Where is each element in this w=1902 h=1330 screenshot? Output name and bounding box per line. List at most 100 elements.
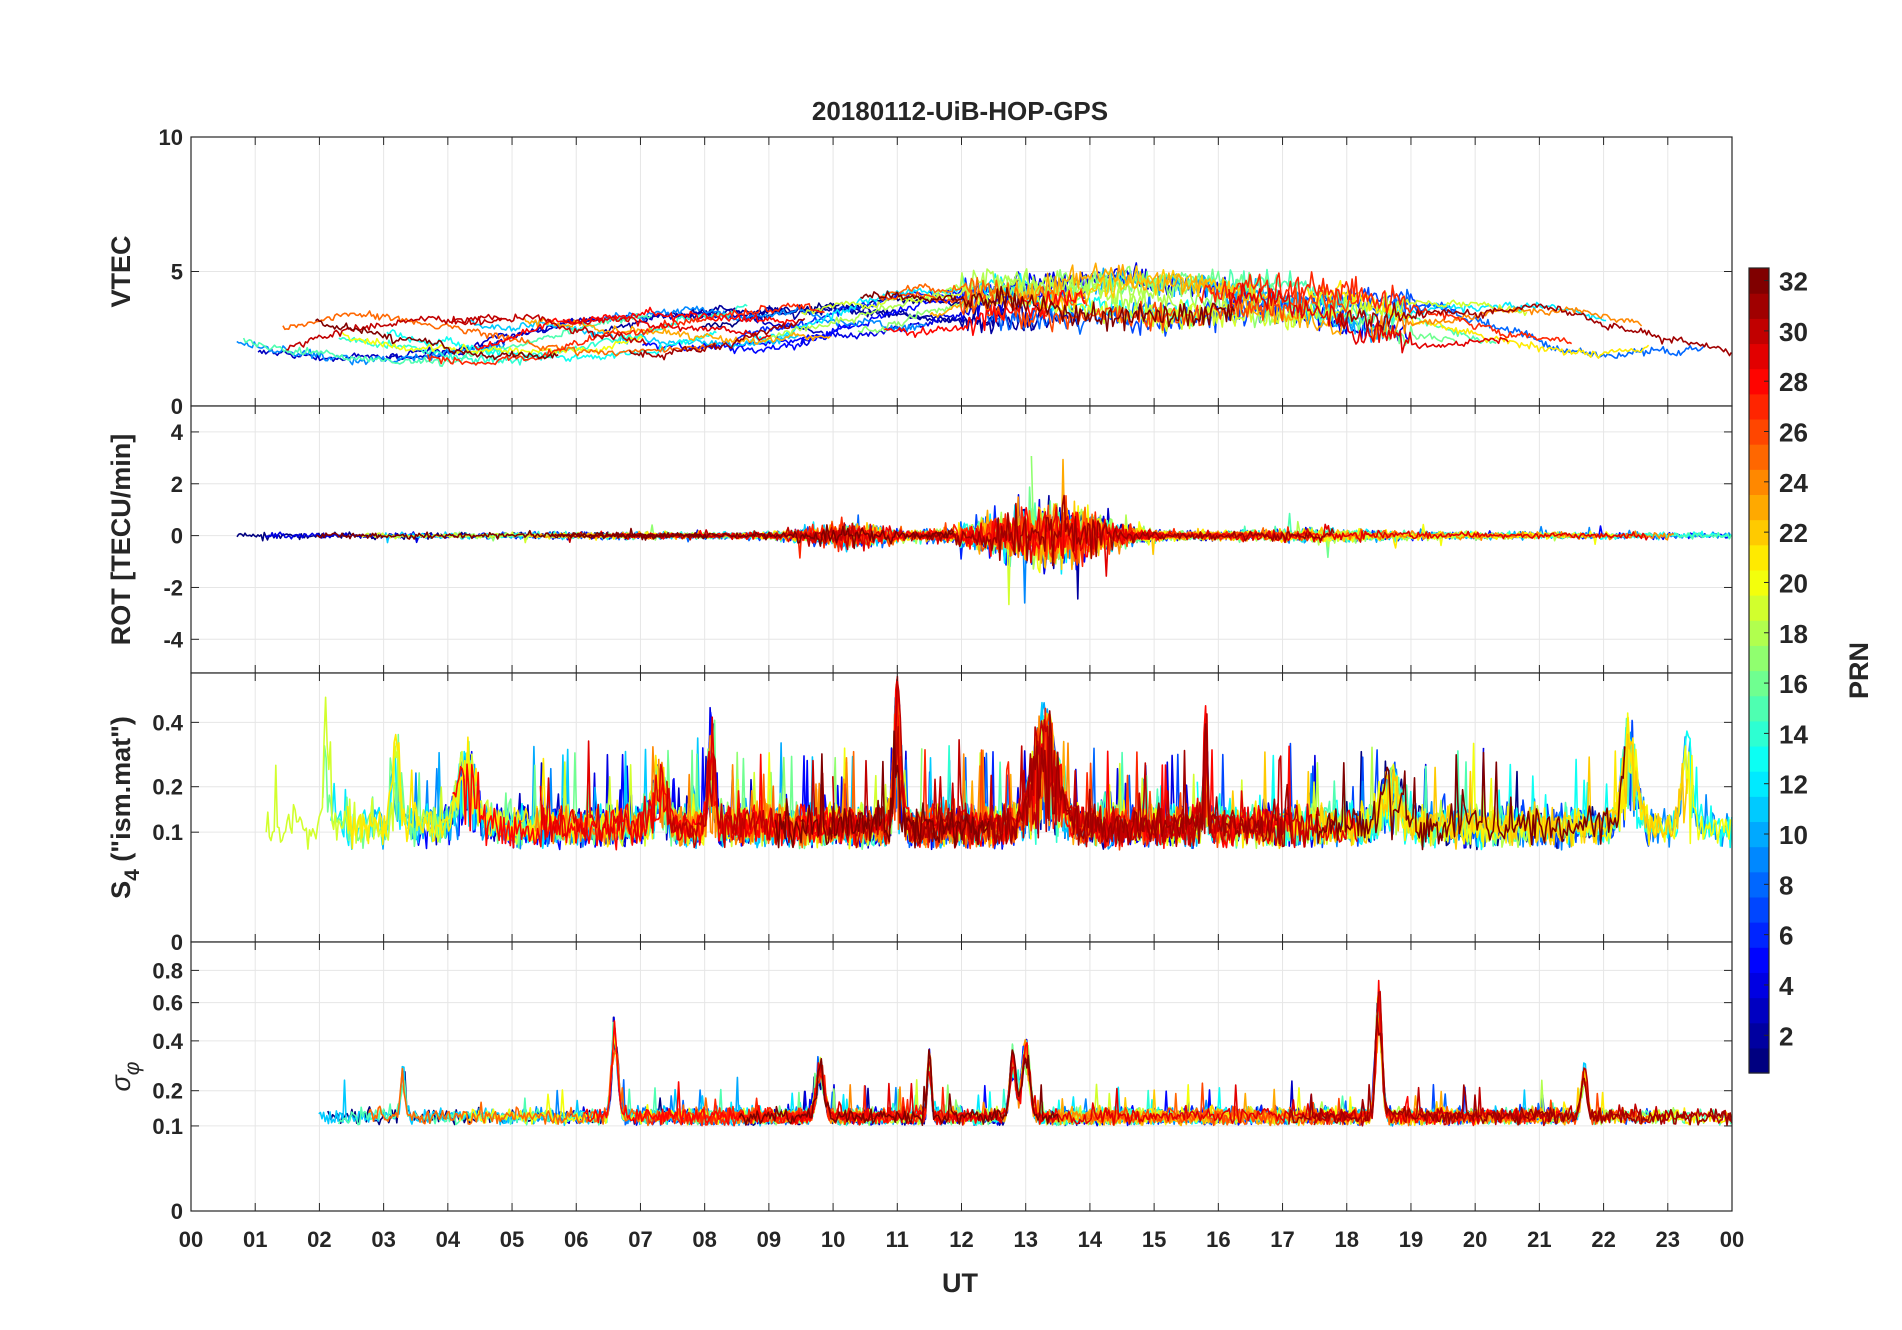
panel-vtec-ytick-label: 5: [171, 260, 183, 285]
panel-vtec-ytick-label: 0: [171, 394, 183, 419]
colorbar-segment: [1749, 871, 1769, 898]
panel-sigma: 0 0.1 0.2 0.4 0.6 0.8 σφ: [106, 941, 1733, 1224]
x-tick-label: 01: [243, 1227, 267, 1252]
colorbar-tick-label: 32: [1779, 267, 1808, 297]
panel-sigma-ytick-label: 0.1: [152, 1114, 183, 1139]
trace-prn-28: [474, 306, 798, 351]
panel-s4-ylabel-rest: ("ism.mat"): [106, 716, 136, 869]
panel-sigma-traces: [318, 979, 1733, 1127]
trace-prn-26: [1152, 287, 1358, 332]
colorbar-segment: [1749, 393, 1769, 420]
x-tick-label: 06: [564, 1227, 588, 1252]
colorbar-label: PRN: [1844, 642, 1874, 699]
x-tick-label: 10: [821, 1227, 845, 1252]
panel-rot-ylabel: ROT [TECU/min]: [106, 434, 136, 645]
colorbar-tick-label: 26: [1779, 418, 1808, 448]
x-tick-label: 23: [1656, 1227, 1680, 1252]
panel-rot-ytick-label: 2: [171, 472, 183, 497]
panel-sigma-ylabel: σφ: [106, 1061, 144, 1091]
x-tick-label: 11: [886, 1227, 909, 1252]
panel-rot-ytick-label: 4: [171, 420, 184, 445]
x-tick-label: 13: [1013, 1227, 1037, 1252]
colorbar-tick-label: 22: [1779, 518, 1808, 548]
panel-rot: -4 -2 0 2 4 ROT [TECU/min]: [106, 405, 1733, 674]
trace-prn-27: [1199, 271, 1573, 345]
colorbar-segment: [1749, 997, 1769, 1024]
x-tick-label: 12: [949, 1227, 973, 1252]
panel-s4-ytick-label: 0: [171, 930, 183, 955]
colorbar-tick-label: 16: [1779, 669, 1808, 699]
colorbar-segment: [1749, 821, 1769, 848]
colorbar-tick-label: 12: [1779, 770, 1808, 800]
panel-s4-ytick-label: 0.2: [152, 775, 183, 800]
colorbar-segment: [1749, 595, 1769, 621]
panel-s4: 0 0.1 0.2 0.4 S4 ("ism.mat"): [106, 672, 1733, 955]
x-axis-label: UT: [942, 1268, 978, 1298]
trace-prn-31: [1288, 1014, 1733, 1126]
panel-s4-traces: [265, 675, 1733, 851]
x-tick-label: 04: [436, 1227, 461, 1252]
colorbar-tick-label: 24: [1779, 468, 1808, 498]
colorbar-tick-label: 20: [1779, 568, 1808, 598]
colorbar-segment: [1749, 444, 1769, 470]
panel-vtec-traces: [236, 262, 1733, 368]
x-tick-label: 18: [1335, 1227, 1359, 1252]
x-tick-label: 15: [1142, 1227, 1166, 1252]
x-tick-label: 08: [692, 1227, 716, 1252]
colorbar-segment: [1749, 1022, 1769, 1049]
panel-s4-ytick-label: 0.4: [152, 710, 183, 735]
colorbar-segment: [1749, 620, 1769, 646]
panel-s4-ylabel-sub: 4: [121, 869, 144, 881]
colorbar-segment: [1749, 846, 1769, 873]
panel-sigma-ylabel-sub: φ: [121, 1061, 144, 1075]
colorbar-tick-label: 8: [1779, 870, 1793, 900]
trace-prn-32: [1315, 746, 1626, 851]
panel-s4-ylabel: S4 ("ism.mat"): [106, 716, 144, 899]
trace-prn-32: [550, 524, 955, 550]
x-tick-label: 03: [371, 1227, 395, 1252]
x-tick-label: 17: [1270, 1227, 1294, 1252]
colorbar-segment: [1749, 796, 1769, 823]
colorbar-segment: [1749, 720, 1769, 747]
panel-sigma-ytick-label: 0: [171, 1199, 183, 1224]
colorbar-segment: [1749, 469, 1769, 496]
colorbar-segment: [1749, 519, 1769, 546]
x-tick-label: 05: [500, 1227, 524, 1252]
x-tick-label: 02: [307, 1227, 331, 1252]
panel-rot-ytick-label: 0: [171, 524, 183, 549]
trace-prn-31: [1335, 302, 1733, 357]
colorbar-segment: [1749, 569, 1769, 596]
trace-prn-32: [738, 1049, 1060, 1126]
colorbar-segment: [1749, 745, 1769, 772]
x-tick-label: 00: [1720, 1227, 1744, 1252]
trace-prn-29: [539, 716, 749, 847]
x-tick-label: 00: [179, 1227, 203, 1252]
colorbar-segment: [1749, 947, 1769, 973]
colorbar-segment: [1749, 896, 1769, 923]
panel-vtec-ylabel: VTEC: [106, 235, 136, 307]
x-tick-label: 19: [1399, 1227, 1423, 1252]
panel-sigma-ytick-label: 0.2: [152, 1079, 183, 1104]
colorbar-frame: [1748, 267, 1770, 1074]
trace-prn-32: [316, 529, 707, 540]
trace-prn-31: [910, 494, 1335, 567]
x-tick-label: 22: [1591, 1227, 1615, 1252]
trace-prn-30: [286, 313, 503, 351]
colorbar-segment: [1749, 293, 1769, 319]
colorbar-segment: [1749, 771, 1769, 797]
trace-prn-25: [282, 310, 717, 357]
colorbar-tick-label: 10: [1779, 820, 1808, 850]
colorbar-segment: [1749, 922, 1769, 948]
panel-sigma-ylabel-main: σ: [106, 1074, 136, 1092]
x-tick-label: 16: [1206, 1227, 1230, 1252]
panel-s4-ylabel-main: S: [106, 881, 136, 899]
colorbar-segment: [1749, 670, 1769, 697]
trace-prn-31: [904, 710, 1293, 848]
x-tick-label: 09: [757, 1227, 781, 1252]
colorbar-segment: [1749, 268, 1769, 294]
colorbar-tick-label: 18: [1779, 619, 1808, 649]
trace-prn-9: [604, 305, 927, 333]
trace-prn-22: [1129, 727, 1688, 850]
chart-title: 20180112-UiB-HOP-GPS: [812, 96, 1108, 126]
colorbar-tick-label: 6: [1779, 921, 1793, 951]
